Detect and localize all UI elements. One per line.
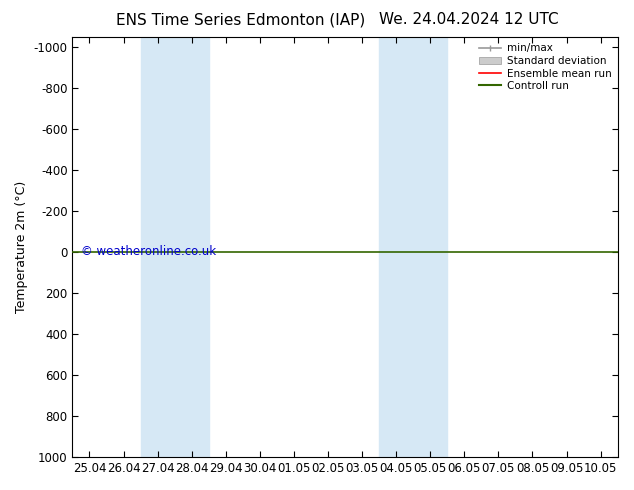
Text: We. 24.04.2024 12 UTC: We. 24.04.2024 12 UTC [379, 12, 559, 27]
Text: © weatheronline.co.uk: © weatheronline.co.uk [81, 245, 216, 258]
Y-axis label: Temperature 2m (°C): Temperature 2m (°C) [15, 181, 28, 313]
Legend: min/max, Standard deviation, Ensemble mean run, Controll run: min/max, Standard deviation, Ensemble me… [476, 40, 614, 94]
Text: ENS Time Series Edmonton (IAP): ENS Time Series Edmonton (IAP) [116, 12, 366, 27]
Bar [379, 37, 447, 457]
Bar [141, 37, 209, 457]
